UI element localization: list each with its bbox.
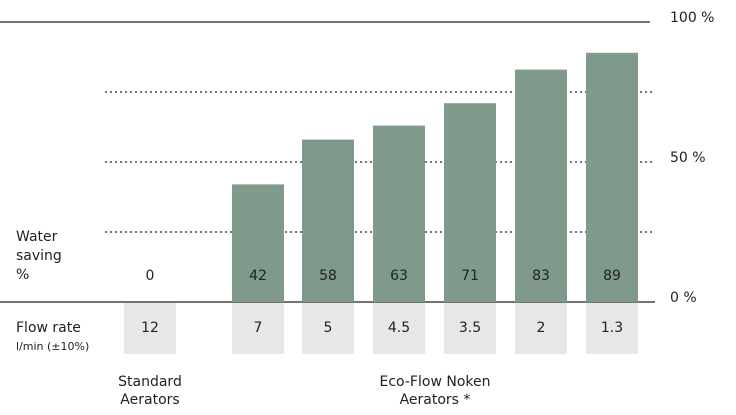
value-label: 42 bbox=[249, 268, 267, 284]
bar bbox=[232, 184, 284, 302]
flow-rate-label: 5 bbox=[324, 320, 333, 336]
bar bbox=[302, 139, 354, 302]
value-label: 58 bbox=[319, 268, 337, 284]
group-label: Aerators bbox=[120, 392, 179, 408]
flow-rate-label: 1.3 bbox=[601, 320, 623, 336]
bar bbox=[515, 69, 567, 302]
value-label: 89 bbox=[603, 268, 621, 284]
flow-box bbox=[586, 303, 638, 354]
bar bbox=[586, 52, 638, 302]
y-tick-label: 0 % bbox=[670, 290, 697, 306]
flow-rate-label: 4.5 bbox=[388, 320, 410, 336]
flow-box bbox=[232, 303, 284, 354]
group-label: Eco-Flow Noken bbox=[380, 374, 491, 390]
flow-rate-title: Flow rate bbox=[16, 320, 81, 336]
axis-label: % bbox=[16, 267, 29, 283]
flow-box bbox=[515, 303, 567, 354]
flow-box bbox=[302, 303, 354, 354]
axis-label: Water bbox=[16, 229, 58, 245]
axis-label: saving bbox=[16, 248, 62, 264]
bar bbox=[373, 125, 425, 302]
flow-box bbox=[124, 303, 176, 354]
flow-box bbox=[373, 303, 425, 354]
flow-rate-label: 7 bbox=[254, 320, 263, 336]
value-label: 71 bbox=[461, 268, 479, 284]
flow-box bbox=[444, 303, 496, 354]
value-label: 63 bbox=[390, 268, 408, 284]
group-label: Standard bbox=[118, 374, 182, 390]
y-tick-label: 50 % bbox=[670, 150, 706, 166]
bar bbox=[444, 103, 496, 302]
flow-rate-label: 3.5 bbox=[459, 320, 481, 336]
flow-rate-label: 12 bbox=[141, 320, 159, 336]
y-tick-label: 100 % bbox=[670, 10, 714, 26]
flow-rate-label: 2 bbox=[537, 320, 546, 336]
flow-rate-unit: l/min (±10%) bbox=[16, 340, 89, 353]
value-label: 83 bbox=[532, 268, 550, 284]
group-label: Aerators * bbox=[400, 392, 471, 408]
value-label: 0 bbox=[146, 268, 155, 284]
